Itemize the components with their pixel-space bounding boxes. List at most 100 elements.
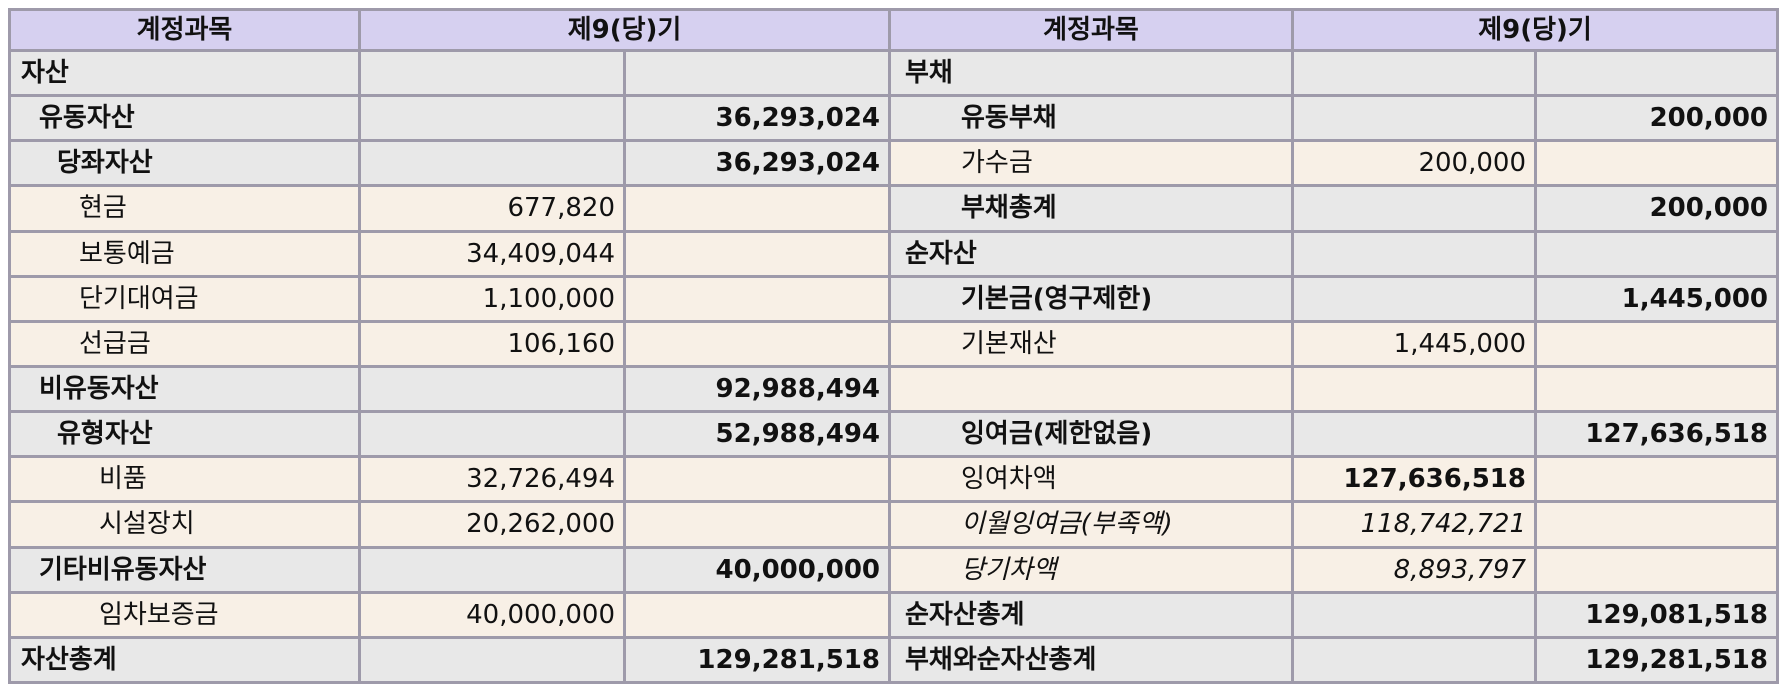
right-account-name: 이월잉여금(부족액)	[888, 500, 1294, 549]
left-account-name: 비유동자산	[8, 364, 361, 414]
right-total-amount: 200,000	[1534, 94, 1779, 143]
left-account-name: 단기대여금	[8, 274, 361, 323]
right-total-amount	[1534, 48, 1779, 98]
left-sub-amount: 1,100,000	[358, 274, 626, 323]
left-sub-amount: 40,000,000	[358, 590, 626, 639]
right-total-amount	[1534, 139, 1779, 188]
table-row: 보통예금 34,409,044 순자산	[8, 229, 1779, 278]
left-total-amount: 92,988,494	[623, 364, 891, 414]
left-total-amount	[623, 184, 891, 233]
left-account-name: 자산	[8, 48, 361, 98]
right-sub-amount: 1,445,000	[1291, 319, 1537, 368]
right-account-name: 가수금	[888, 139, 1294, 188]
right-total-amount: 127,636,518	[1534, 410, 1779, 459]
right-sub-amount	[1291, 184, 1537, 233]
left-sub-amount	[358, 94, 626, 143]
right-sub-amount: 118,742,721	[1291, 500, 1537, 549]
left-period-header: 제9(당)기	[358, 8, 891, 52]
left-account-name: 임차보증금	[8, 590, 361, 639]
left-sub-amount	[358, 545, 626, 594]
right-sub-amount	[1291, 274, 1537, 323]
right-total-amount: 129,281,518	[1534, 635, 1779, 685]
left-sub-amount	[358, 364, 626, 414]
left-total-amount	[623, 229, 891, 278]
left-account-name: 보통예금	[8, 229, 361, 278]
left-total-amount	[623, 590, 891, 639]
right-sub-amount	[1291, 364, 1537, 414]
left-account-header: 계정과목	[8, 8, 361, 52]
table-row: 유형자산 52,988,494 잉여금(제한없음) 127,636,518	[8, 410, 1779, 459]
left-total-amount	[623, 274, 891, 323]
right-sub-amount	[1291, 410, 1537, 459]
left-account-name: 유동자산	[8, 94, 361, 143]
right-account-name: 잉여차액	[888, 455, 1294, 504]
right-sub-amount	[1291, 635, 1537, 685]
right-total-amount: 129,081,518	[1534, 590, 1779, 639]
left-total-amount: 40,000,000	[623, 545, 891, 594]
left-total-amount: 129,281,518	[623, 635, 891, 685]
left-sub-amount: 34,409,044	[358, 229, 626, 278]
right-account-name: 순자산총계	[888, 590, 1294, 639]
right-account-name	[888, 364, 1294, 414]
right-account-name: 부채	[888, 48, 1294, 98]
table-row: 자산총계 129,281,518 부채와순자산총계 129,281,518	[8, 635, 1779, 685]
right-account-name: 당기차액	[888, 545, 1294, 594]
left-sub-amount	[358, 48, 626, 98]
table-row: 임차보증금 40,000,000 순자산총계 129,081,518	[8, 590, 1779, 639]
left-account-name: 유형자산	[8, 410, 361, 459]
right-total-amount	[1534, 455, 1779, 504]
right-account-name: 유동부채	[888, 94, 1294, 143]
right-sub-amount	[1291, 229, 1537, 278]
right-account-name: 순자산	[888, 229, 1294, 278]
right-total-amount: 200,000	[1534, 184, 1779, 233]
right-sub-amount	[1291, 590, 1537, 639]
left-total-amount	[623, 455, 891, 504]
table-row: 시설장치 20,262,000 이월잉여금(부족액) 118,742,721	[8, 500, 1779, 549]
table-row: 비유동자산 92,988,494	[8, 364, 1779, 414]
table-row: 당좌자산 36,293,024 가수금 200,000	[8, 139, 1779, 188]
right-sub-amount	[1291, 48, 1537, 98]
balance-sheet-table: 계정과목 제9(당)기 계정과목 제9(당)기 자산 부채 유동자산 36,29…	[8, 8, 1779, 685]
left-account-name: 당좌자산	[8, 139, 361, 188]
left-sub-amount	[358, 139, 626, 188]
left-sub-amount: 32,726,494	[358, 455, 626, 504]
left-total-amount	[623, 48, 891, 98]
right-sub-amount: 127,636,518	[1291, 455, 1537, 504]
left-account-name: 비품	[8, 455, 361, 504]
right-account-name: 잉여금(제한없음)	[888, 410, 1294, 459]
table-row: 현금 677,820 부채총계 200,000	[8, 184, 1779, 233]
left-sub-amount: 677,820	[358, 184, 626, 233]
table-row: 기타비유동자산 40,000,000 당기차액 8,893,797	[8, 545, 1779, 594]
table-row: 단기대여금 1,100,000 기본금(영구제한) 1,445,000	[8, 274, 1779, 323]
right-period-header: 제9(당)기	[1291, 8, 1779, 52]
table-row: 선급금 106,160 기본재산 1,445,000	[8, 319, 1779, 368]
right-total-amount	[1534, 229, 1779, 278]
table-row: 유동자산 36,293,024 유동부채 200,000	[8, 94, 1779, 143]
left-account-name: 선급금	[8, 319, 361, 368]
right-total-amount	[1534, 364, 1779, 414]
left-sub-amount: 106,160	[358, 319, 626, 368]
right-sub-amount: 8,893,797	[1291, 545, 1537, 594]
table-row: 비품 32,726,494 잉여차액 127,636,518	[8, 455, 1779, 504]
table-row: 자산 부채	[8, 48, 1779, 98]
right-sub-amount: 200,000	[1291, 139, 1537, 188]
left-total-amount	[623, 319, 891, 368]
right-total-amount	[1534, 545, 1779, 594]
right-total-amount	[1534, 319, 1779, 368]
left-total-amount	[623, 500, 891, 549]
right-account-name: 기본금(영구제한)	[888, 274, 1294, 323]
left-sub-amount: 20,262,000	[358, 500, 626, 549]
left-account-name: 기타비유동자산	[8, 545, 361, 594]
left-sub-amount	[358, 635, 626, 685]
header-row: 계정과목 제9(당)기 계정과목 제9(당)기	[8, 8, 1779, 52]
left-sub-amount	[358, 410, 626, 459]
right-account-name: 부채총계	[888, 184, 1294, 233]
right-total-amount: 1,445,000	[1534, 274, 1779, 323]
left-account-name: 자산총계	[8, 635, 361, 685]
left-total-amount: 52,988,494	[623, 410, 891, 459]
left-account-name: 시설장치	[8, 500, 361, 549]
left-account-name: 현금	[8, 184, 361, 233]
right-account-header: 계정과목	[888, 8, 1294, 52]
balance-sheet: 계정과목 제9(당)기 계정과목 제9(당)기 자산 부채 유동자산 36,29…	[8, 8, 1779, 685]
right-total-amount	[1534, 500, 1779, 549]
